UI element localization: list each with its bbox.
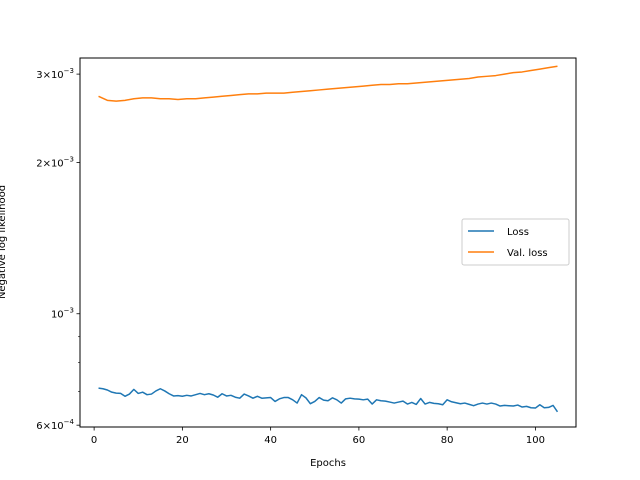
series-layer [98, 65, 559, 413]
legend-label-loss: Loss [507, 227, 529, 238]
x-tick-label: 100 [526, 435, 545, 446]
y-axis-label: Negative log likelihood [0, 185, 8, 299]
y-tick-label: 2×10−3 [36, 156, 74, 170]
series-line-val-loss [98, 65, 558, 102]
x-tick-label: 60 [353, 435, 366, 446]
x-tick-label: 20 [176, 435, 189, 446]
y-tick-label: 6×10−4 [36, 418, 74, 432]
ticks-layer: 0 20 40 60 80 100 6×10−4 10−3 2×10−3 3×10−3 [36, 67, 545, 446]
legend-label-val-loss: Val. loss [507, 248, 548, 259]
y-tick-label: 10−3 [51, 307, 74, 321]
x-tick-label: 80 [441, 435, 454, 446]
x-tick-label: 0 [91, 435, 97, 446]
series-line-loss [98, 387, 559, 413]
axes-frame [79, 57, 577, 428]
x-axis-label: Epochs [310, 458, 346, 469]
x-tick-label: 40 [264, 435, 277, 446]
legend: Loss Val. loss [461, 218, 570, 266]
y-tick-label: 3×10−3 [36, 67, 74, 81]
